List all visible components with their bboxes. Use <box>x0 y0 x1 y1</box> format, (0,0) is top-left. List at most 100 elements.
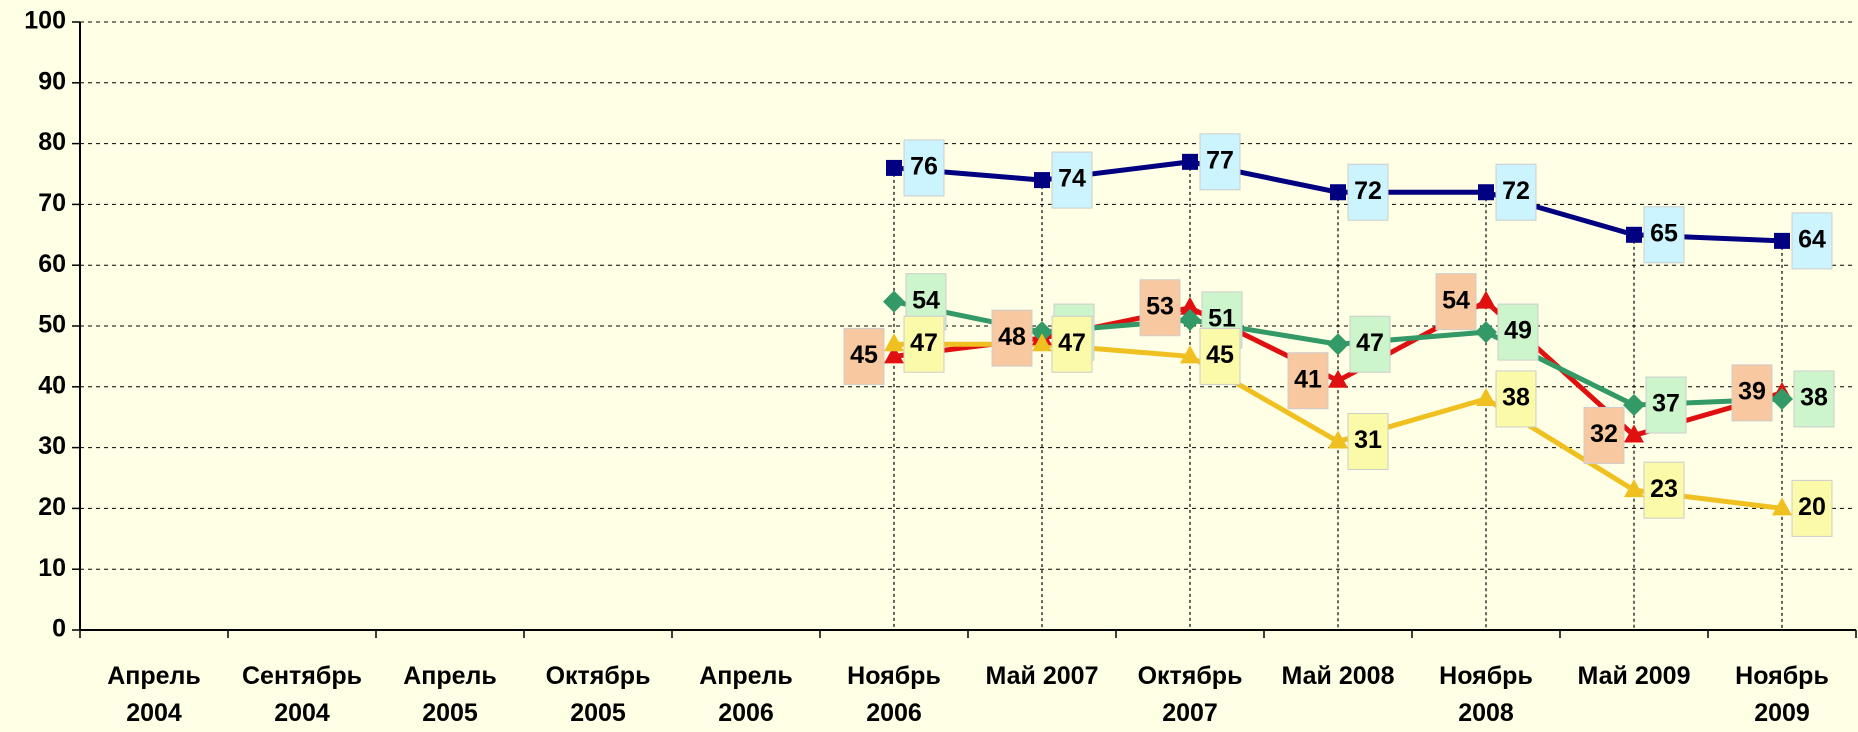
marker <box>1475 321 1497 344</box>
marker <box>883 290 905 313</box>
data-label-box <box>1495 370 1537 428</box>
data-label-box <box>1051 315 1093 373</box>
data-label-box <box>1731 364 1773 422</box>
data-label-box <box>1199 133 1241 191</box>
data-label: 49 <box>1504 317 1532 345</box>
data-label-box <box>1791 479 1833 537</box>
data-label-box <box>1435 273 1477 331</box>
y-tick-label: 10 <box>38 554 66 582</box>
x-tick-label: Май 2007 <box>985 662 1099 690</box>
data-label: 54 <box>912 286 940 314</box>
data-label: 48 <box>998 323 1026 351</box>
data-label-box <box>1347 413 1389 471</box>
data-label-box <box>1643 206 1685 264</box>
data-label: 47 <box>910 329 938 357</box>
marker <box>1624 424 1644 443</box>
data-label: 53 <box>1146 292 1174 320</box>
x-tick-label: Ноябрь 2006 <box>847 662 941 727</box>
data-label-box <box>1139 279 1181 337</box>
data-label-box <box>903 139 945 197</box>
data-label: 41 <box>1294 365 1322 393</box>
data-label: 51 <box>1208 305 1236 333</box>
marker <box>1476 387 1496 406</box>
x-tick-label: Ноябрь 2008 <box>1439 662 1533 727</box>
data-label: 45 <box>1206 341 1234 369</box>
marker <box>1478 184 1494 201</box>
x-tick-label: Апрель 2004 <box>107 662 201 727</box>
marker <box>1180 296 1200 315</box>
marker <box>1327 333 1349 356</box>
marker <box>1623 394 1645 417</box>
data-label: 38 <box>1800 384 1828 412</box>
data-label: 77 <box>1206 146 1234 174</box>
marker <box>886 159 902 176</box>
x-tick-label: Октябрь 2005 <box>545 662 651 727</box>
marker <box>1772 497 1792 516</box>
y-tick-label: 30 <box>38 432 66 460</box>
data-label: 20 <box>1798 493 1826 521</box>
data-label: 72 <box>1502 177 1530 205</box>
data-label: 65 <box>1650 219 1678 247</box>
x-tick-label: Апрель 2005 <box>403 662 497 727</box>
x-tick-label: Сентябрь 2004 <box>242 662 362 727</box>
data-label-box <box>1793 370 1835 428</box>
data-label-box <box>1287 352 1329 410</box>
data-label-box <box>903 315 945 373</box>
data-label: 37 <box>1652 390 1680 418</box>
data-label: 74 <box>1058 165 1086 193</box>
data-label: 54 <box>1442 286 1470 314</box>
marker <box>1626 226 1642 243</box>
data-label: 64 <box>1798 225 1826 253</box>
x-tick-label: Май 2009 <box>1577 662 1691 690</box>
y-tick-label: 40 <box>38 371 66 399</box>
marker <box>1034 172 1050 189</box>
y-tick-label: 0 <box>52 615 66 643</box>
marker <box>1476 290 1496 309</box>
data-label-box <box>1347 163 1389 221</box>
y-tick-label: 60 <box>38 250 66 278</box>
marker <box>884 333 904 352</box>
data-label: 45 <box>850 341 878 369</box>
data-label: 72 <box>1354 177 1382 205</box>
data-label-box <box>843 327 885 385</box>
data-label: 47 <box>1058 329 1086 357</box>
x-tick-label: Октябрь 2007 <box>1137 662 1243 727</box>
x-tick-label: Апрель 2006 <box>699 662 793 727</box>
data-label-box <box>1583 406 1625 464</box>
marker <box>1330 184 1346 201</box>
marker <box>1328 430 1348 449</box>
y-tick-label: 100 <box>24 7 66 35</box>
marker <box>1179 308 1201 331</box>
x-tick-label: Май 2008 <box>1281 662 1395 690</box>
x-tick-label: Ноябрь 2009 <box>1735 662 1829 727</box>
data-label: 38 <box>1502 384 1530 412</box>
marker <box>1328 369 1348 388</box>
data-label: 39 <box>1738 377 1766 405</box>
y-tick-label: 20 <box>38 493 66 521</box>
data-label-box <box>1199 327 1241 385</box>
y-tick-label: 90 <box>38 67 66 95</box>
data-label: 47 <box>1356 329 1384 357</box>
marker <box>1624 479 1644 498</box>
data-label: 31 <box>1354 426 1382 454</box>
marker <box>1774 232 1790 249</box>
y-tick-label: 70 <box>38 189 66 217</box>
marker <box>1031 321 1053 344</box>
marker <box>1771 387 1793 410</box>
marker <box>884 345 904 364</box>
y-tick-label: 50 <box>38 311 66 339</box>
data-label-box <box>1495 163 1537 221</box>
data-label-box <box>1791 212 1833 270</box>
data-label: 76 <box>910 153 938 181</box>
marker <box>1182 153 1198 170</box>
y-tick-label: 80 <box>38 128 66 156</box>
data-label-box <box>1051 151 1093 209</box>
data-label: 23 <box>1650 475 1678 503</box>
data-label-box <box>991 309 1033 367</box>
data-label-box <box>1645 376 1687 434</box>
data-label-box <box>1643 461 1685 519</box>
marker <box>1180 345 1200 364</box>
marker <box>1032 333 1052 352</box>
